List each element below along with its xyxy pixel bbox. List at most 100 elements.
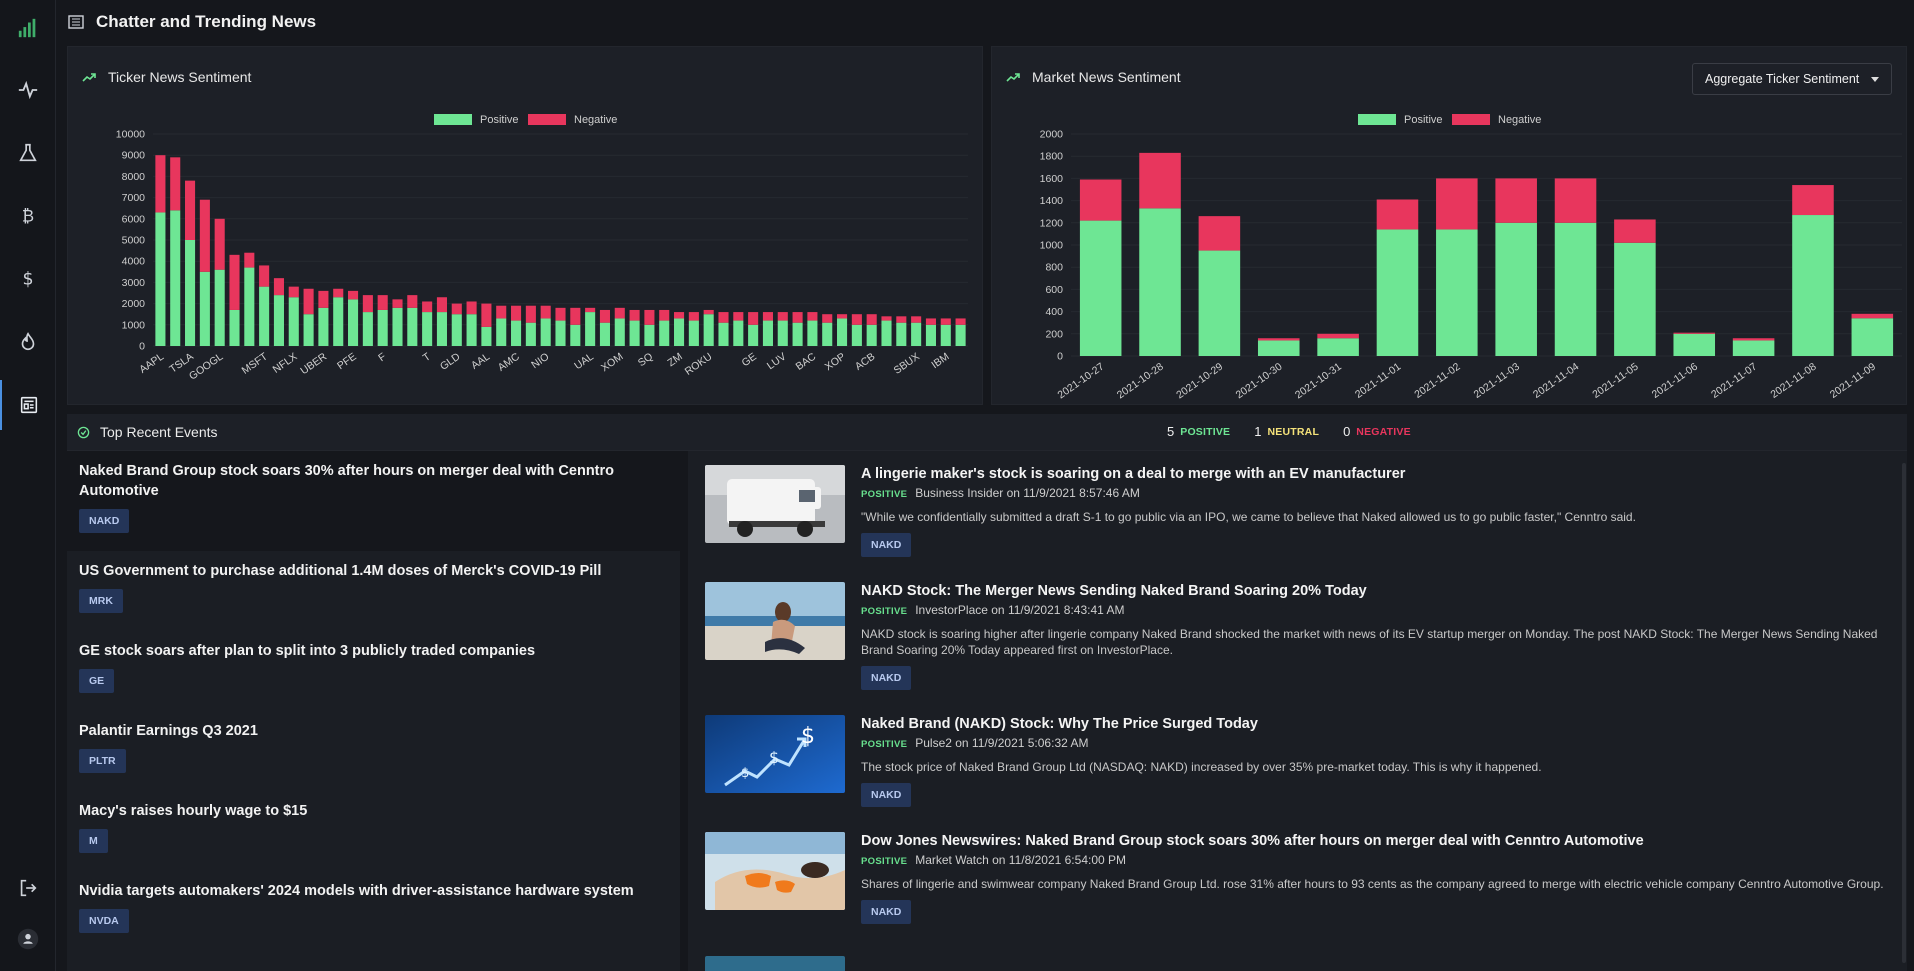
x-tick-label: SBUX	[892, 351, 922, 377]
event-item[interactable]: Naked Brand Group stock soars 30% after …	[67, 461, 680, 533]
x-tick-label: AAPL	[137, 351, 166, 376]
rising-dollar-arrows-photo[interactable]: $ $ $	[705, 715, 845, 793]
bar-negative	[214, 218, 225, 270]
bar-negative	[451, 303, 462, 315]
article-meta: POSITIVE InvestorPlace on 11/9/2021 8:43:…	[861, 602, 1891, 620]
swimwear-photo[interactable]	[705, 832, 845, 910]
bar-positive	[199, 271, 210, 346]
bar-positive	[214, 269, 225, 346]
top-bar: Chatter and Trending News	[56, 0, 1914, 44]
event-item[interactable]: US Government to purchase additional 1.4…	[67, 551, 680, 631]
x-tick-label: AMC	[496, 350, 522, 373]
article-description: "While we confidentially submitted a dra…	[861, 510, 1636, 524]
bar-positive	[688, 320, 699, 346]
y-tick-label: 2000	[122, 298, 146, 310]
bar-positive	[1079, 220, 1122, 356]
y-tick-label: 3000	[122, 277, 146, 289]
bar-positive	[407, 307, 418, 346]
bar-negative	[155, 155, 166, 213]
bar-negative	[1495, 178, 1537, 223]
newspaper-icon	[68, 15, 84, 29]
bar-negative	[1673, 332, 1716, 334]
x-tick-label: 2021-11-07	[1709, 361, 1759, 401]
bar-positive	[1436, 229, 1478, 356]
ticker-badge[interactable]: NAKD	[861, 666, 912, 690]
ticker-badge[interactable]: NAKD	[861, 783, 912, 807]
ticker-badge[interactable]: MRK	[79, 589, 123, 613]
bar-positive	[748, 324, 759, 346]
bar-negative	[807, 312, 818, 321]
x-tick-label: 2021-11-06	[1650, 361, 1700, 401]
newspaper-icon[interactable]	[0, 380, 56, 430]
bar-negative	[1792, 185, 1834, 216]
ticker-badge[interactable]: NAKD	[79, 509, 130, 533]
ticker-badge[interactable]: PLTR	[79, 749, 126, 773]
x-tick-label: GLD	[438, 350, 463, 372]
svg-text:₿: ₿	[22, 207, 34, 226]
y-tick-label: 9000	[122, 150, 146, 162]
bar-negative	[1436, 178, 1478, 230]
bar-negative	[881, 316, 892, 321]
event-item[interactable]: Macy's raises hourly wage to $15 M	[67, 791, 680, 871]
legend-label-positive: Positive	[1404, 114, 1443, 126]
event-item[interactable]: Nvidia targets automakers' 2024 models w…	[67, 871, 680, 971]
top-recent-events-panel: Top Recent Events 5 POSITIVE 1 NEUTRAL 0…	[67, 414, 1907, 971]
y-tick-label: 1800	[1040, 151, 1064, 163]
logout-icon[interactable]	[0, 863, 56, 913]
bar-negative	[407, 295, 418, 308]
logo-bars-icon[interactable]	[0, 3, 56, 53]
flame-icon[interactable]	[0, 317, 56, 367]
x-tick-label: T	[421, 350, 434, 364]
y-tick-label: 6000	[122, 213, 146, 225]
y-tick-label: 1400	[1040, 195, 1064, 207]
ticker-badge[interactable]: GE	[79, 669, 115, 693]
article-title[interactable]: Naked Brand (NAKD) Stock: Why The Price …	[861, 716, 1258, 732]
y-tick-label: 800	[1045, 262, 1063, 274]
article-title[interactable]: A lingerie maker's stock is soaring on a…	[861, 466, 1406, 482]
bar-negative	[733, 312, 744, 321]
dollar-icon[interactable]: $	[0, 254, 56, 304]
ticker-sentiment-chart: 0 1000 2000 3000 4000 5000 6000 7000 8000 9000 100…	[116, 114, 968, 383]
bar-positive	[837, 318, 848, 346]
ticker-badge[interactable]: M	[79, 829, 108, 853]
bar-positive	[851, 324, 862, 346]
flask-icon[interactable]	[0, 128, 56, 178]
ticker-badge[interactable]: NAKD	[861, 900, 912, 924]
x-tick-label: 2021-10-30	[1234, 361, 1285, 402]
bar-positive	[436, 312, 447, 346]
x-tick-label: 2021-11-09	[1828, 361, 1878, 401]
bar-positive	[599, 322, 610, 346]
bar-negative	[555, 307, 566, 321]
articles-scrollbar[interactable]	[1901, 451, 1907, 971]
article-title[interactable]: Dow Jones Newswires: Naked Brand Group s…	[861, 833, 1644, 849]
y-tick-label: 600	[1045, 284, 1063, 296]
beach-model-photo[interactable]	[705, 582, 845, 660]
ticker-badge[interactable]: NVDA	[79, 909, 129, 933]
x-tick-label: F	[376, 351, 388, 365]
bar-positive	[496, 318, 507, 346]
scrollbar-thumb[interactable]	[1902, 463, 1906, 963]
activity-icon[interactable]	[0, 65, 56, 115]
sentiment-source-dropdown[interactable]: Aggregate Ticker Sentiment	[1692, 63, 1892, 95]
event-item[interactable]: Palantir Earnings Q3 2021 PLTR	[67, 711, 680, 791]
bar-positive	[807, 320, 818, 346]
van-photo[interactable]	[705, 465, 845, 543]
bar-negative	[422, 301, 433, 313]
bar-positive	[170, 210, 181, 346]
y-tick-label: 1200	[1040, 217, 1064, 229]
event-item[interactable]: GE stock soars after plan to split into …	[67, 631, 680, 711]
check-circle-icon	[77, 426, 90, 438]
article-title[interactable]: NAKD Stock: The Merger News Sending Nake…	[861, 583, 1367, 599]
user-avatar-icon[interactable]	[0, 914, 56, 964]
ticker-badge[interactable]: NAKD	[861, 533, 912, 557]
bar-negative	[777, 312, 788, 321]
bar-positive	[466, 314, 477, 346]
bar-negative	[762, 312, 773, 321]
bar-positive	[925, 324, 936, 346]
sidebar: ₿ $	[0, 0, 56, 971]
bar-positive	[1673, 333, 1716, 356]
y-tick-label: 1000	[1040, 240, 1064, 252]
x-tick-label: SQ	[636, 351, 655, 370]
next-article-photo[interactable]	[705, 956, 845, 971]
bitcoin-icon[interactable]: ₿	[0, 191, 56, 241]
